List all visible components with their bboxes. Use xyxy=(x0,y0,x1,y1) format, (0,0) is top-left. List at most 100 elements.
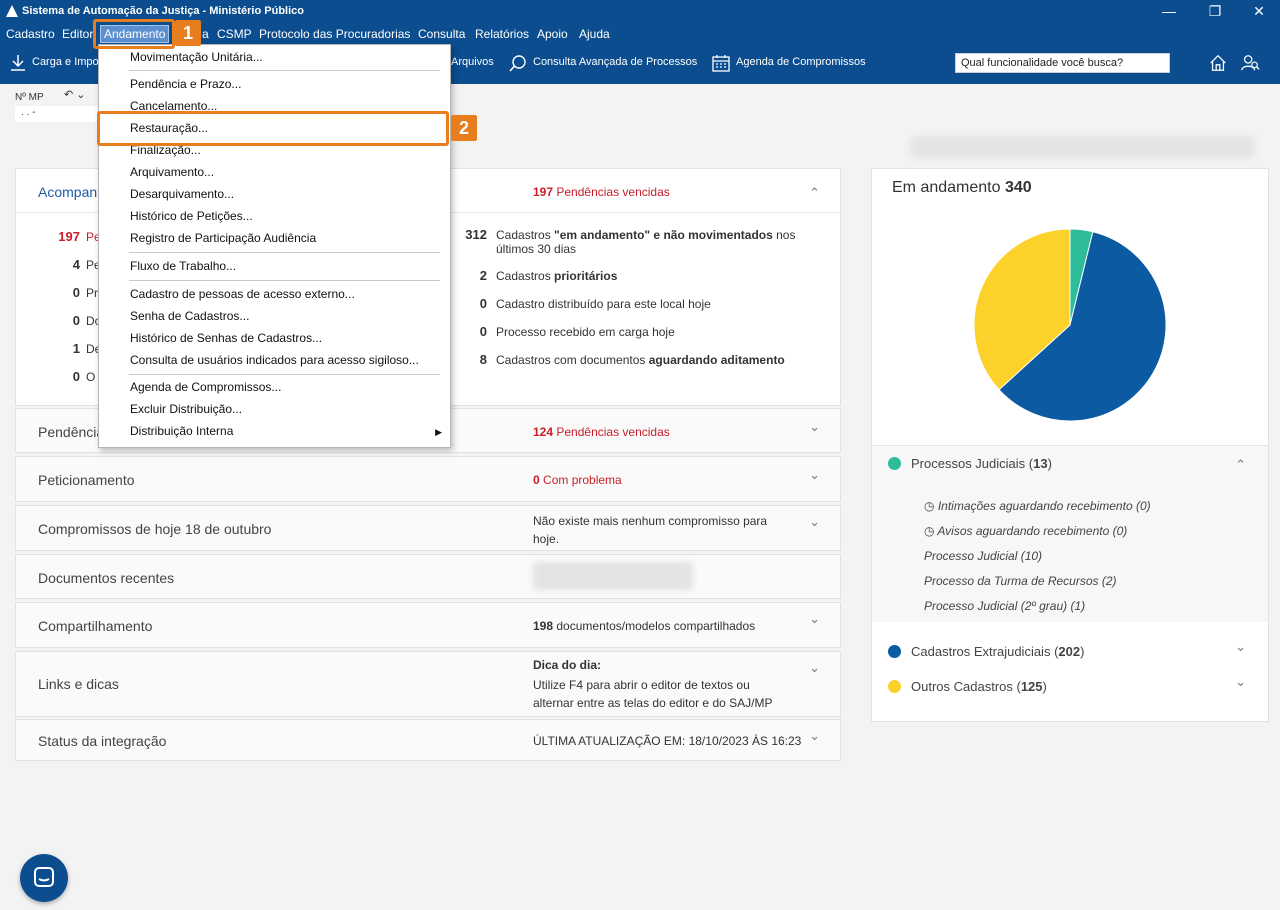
menu-relatorios[interactable]: Relatórios xyxy=(475,27,530,41)
documentos-card[interactable]: Documentos recentes xyxy=(15,554,841,599)
menu-editor[interactable]: Editor xyxy=(62,27,94,41)
chevron-down-icon[interactable]: ⌄ xyxy=(1235,674,1246,689)
menu-protocolo[interactable]: Protocolo das Procuradorias xyxy=(259,27,411,41)
close-icon[interactable]: ✕ xyxy=(1253,3,1265,19)
chevron-up-icon[interactable]: ⌃ xyxy=(1235,457,1246,472)
chevron-down-icon[interactable]: ⌄ xyxy=(1235,639,1246,654)
andamento-dropdown: Movimentação Unitária... Pendência e Pra… xyxy=(98,44,451,448)
status-card[interactable]: Status da integração ÚLTIMA ATUALIZAÇÃO … xyxy=(15,719,841,761)
toolbar-consulta-avancada[interactable]: Consulta Avançada de Processos xyxy=(533,56,698,68)
menu-item-fluxo-trabalho[interactable]: Fluxo de Trabalho... xyxy=(130,259,237,273)
sub-avisos[interactable]: ◷ Avisos aguardando recebimento (0) xyxy=(924,524,1128,538)
stat-left-1[interactable]: 197 Pe xyxy=(58,229,101,244)
toolbar-arquivos[interactable]: Arquivos xyxy=(451,56,494,68)
chat-button[interactable] xyxy=(20,854,68,902)
restore-icon[interactable]: ❐ xyxy=(1208,3,1222,19)
menu-item-historico-peticoes[interactable]: Histórico de Petições... xyxy=(130,209,253,223)
stat-left-3[interactable]: 0 Pr xyxy=(72,285,98,300)
sub-processo-judicial[interactable]: Processo Judicial (10) xyxy=(924,549,1043,563)
chevron-down-icon[interactable]: ⌄ xyxy=(809,419,820,434)
menu-item-excluir-distribuicao[interactable]: Excluir Distribuição... xyxy=(130,402,243,416)
calendar-icon[interactable] xyxy=(711,53,731,73)
compromissos-title: Compromissos de hoje 18 de outubro xyxy=(38,521,272,537)
search-doc-icon[interactable] xyxy=(508,53,528,73)
menu-item-pessoas-externo[interactable]: Cadastro de pessoas de acesso externo... xyxy=(130,287,355,301)
links-title: Links e dicas xyxy=(38,676,119,692)
chevron-down-icon[interactable]: ⌄ xyxy=(809,467,820,482)
chevron-down-icon[interactable]: ⌄ xyxy=(809,660,820,675)
menu-csmp[interactable]: CSMP xyxy=(217,27,252,41)
menu-item-agenda[interactable]: Agenda de Compromissos... xyxy=(130,380,282,394)
nmp-input[interactable]: . . - xyxy=(15,106,100,122)
menu-andamento[interactable]: Andamento xyxy=(100,25,170,43)
chevron-down-icon[interactable]: ⌄ xyxy=(809,514,820,529)
app-logo-icon xyxy=(6,5,18,17)
legend-processos-block xyxy=(872,446,1268,622)
callout-badge-1: 1 xyxy=(175,20,201,46)
menu-item-desarquivamento[interactable]: Desarquivamento... xyxy=(130,187,235,201)
chevron-down-icon[interactable]: ⌄ xyxy=(809,611,820,626)
legend-outros-cadastros[interactable]: Outros Cadastros (125) xyxy=(888,679,1047,694)
peticionamento-info[interactable]: 0 Com problema xyxy=(533,473,622,487)
pendencia-info[interactable]: 124 Pendências vencidas xyxy=(533,425,670,439)
em-andamento-panel: Em andamento 340 Processos Judiciais (13… xyxy=(871,168,1269,722)
menu-apoio[interactable]: Apoio xyxy=(537,27,568,41)
stat-left-2[interactable]: 4 Pe xyxy=(72,257,101,272)
compartilhamento-info[interactable]: 198 documentos/modelos compartilhados xyxy=(533,619,756,633)
documentos-title: Documentos recentes xyxy=(38,570,175,586)
menu-item-usuarios-sigiloso[interactable]: Consulta de usuários indicados para aces… xyxy=(130,353,419,367)
menu-item-movimentacao[interactable]: Movimentação Unitária... xyxy=(130,50,263,64)
pie-slice-cadastros-extrajudiciais[interactable] xyxy=(998,231,1167,422)
legend-processos-judiciais[interactable]: Processos Judiciais (13) xyxy=(888,456,1052,471)
stat-left-4[interactable]: 0 Do xyxy=(72,313,102,328)
compromissos-info: Não existe mais nenhum compromisso para … xyxy=(533,514,768,546)
download-icon[interactable] xyxy=(8,53,28,73)
peticionamento-card[interactable]: Peticionamento 0 Com problema ⌄ xyxy=(15,456,841,502)
menu-partial[interactable]: a xyxy=(202,27,209,41)
chevron-up-icon[interactable]: ⌃ xyxy=(809,185,820,200)
user-search-icon[interactable] xyxy=(1240,53,1260,73)
menu-item-finalizacao[interactable]: Finalização... xyxy=(130,143,201,157)
menu-item-senha-cadastros[interactable]: Senha de Cadastros... xyxy=(130,309,250,323)
compromissos-card[interactable]: Compromissos de hoje 18 de outubro Não e… xyxy=(15,505,841,551)
legend-separator xyxy=(872,445,1268,446)
legend-dot-extrajudiciais xyxy=(888,645,901,658)
menu-cadastro[interactable]: Cadastro xyxy=(6,27,55,41)
menu-bar: Cadastro Editor Andamento a CSMP Protoco… xyxy=(0,24,1280,44)
legend-cadastros-extrajudiciais[interactable]: Cadastros Extrajudiciais (202) xyxy=(888,644,1084,659)
menu-item-historico-senhas[interactable]: Histórico de Senhas de Cadastros... xyxy=(130,331,323,345)
em-andamento-title: Em andamento 340 xyxy=(892,179,1032,196)
stat-left-5[interactable]: 1 De xyxy=(72,341,102,356)
menu-item-arquivamento[interactable]: Arquivamento... xyxy=(130,165,215,179)
submenu-arrow-icon: ▶ xyxy=(435,427,442,437)
menu-consulta[interactable]: Consulta xyxy=(418,27,466,41)
toolbar-agenda[interactable]: Agenda de Compromissos xyxy=(736,56,866,68)
menu-separator xyxy=(129,252,440,253)
chevron-down-icon[interactable]: ⌄ xyxy=(809,728,820,743)
legend-dot-processos xyxy=(888,457,901,470)
menu-item-restauracao[interactable]: Restauração... xyxy=(130,121,209,135)
menu-item-distribuicao-interna[interactable]: Distribuição Interna xyxy=(130,424,234,438)
undo-dropdown-icon[interactable]: ↶ ⌄ xyxy=(64,89,86,101)
compartilhamento-card[interactable]: Compartilhamento 198 documentos/modelos … xyxy=(15,602,841,648)
home-icon[interactable] xyxy=(1208,53,1228,73)
search-input[interactable]: Qual funcionalidade você busca? xyxy=(955,53,1170,73)
menu-item-registro-audiencia[interactable]: Registro de Participação Audiência xyxy=(130,231,317,245)
acompanhamento-overdue[interactable]: 197 Pendências vencidas xyxy=(533,185,670,199)
menu-item-cancelamento[interactable]: Cancelamento... xyxy=(130,99,218,113)
menu-item-pendencia[interactable]: Pendência e Prazo... xyxy=(130,77,242,91)
pie-slice-outros-cadastros[interactable] xyxy=(973,228,1071,391)
toolbar-carga[interactable]: Carga e Impo xyxy=(32,56,99,68)
tip-title: Dica do dia: xyxy=(533,658,602,672)
minimize-icon[interactable]: — xyxy=(1162,3,1176,19)
callout-badge-2: 2 xyxy=(451,115,477,141)
sub-segundo-grau[interactable]: Processo Judicial (2º grau) (1) xyxy=(924,599,1086,613)
sub-intimacoes[interactable]: ◷ Intimações aguardando recebimento (0) xyxy=(924,499,1151,513)
sub-turma-recursos[interactable]: Processo da Turma de Recursos (2) xyxy=(924,574,1117,588)
highlight-restauracao xyxy=(97,111,449,146)
menu-separator xyxy=(129,280,440,281)
menu-ajuda[interactable]: Ajuda xyxy=(579,27,610,41)
pie-chart[interactable] xyxy=(972,227,1168,423)
links-card[interactable]: Links e dicas Dica do dia: Utilize F4 pa… xyxy=(15,651,841,717)
